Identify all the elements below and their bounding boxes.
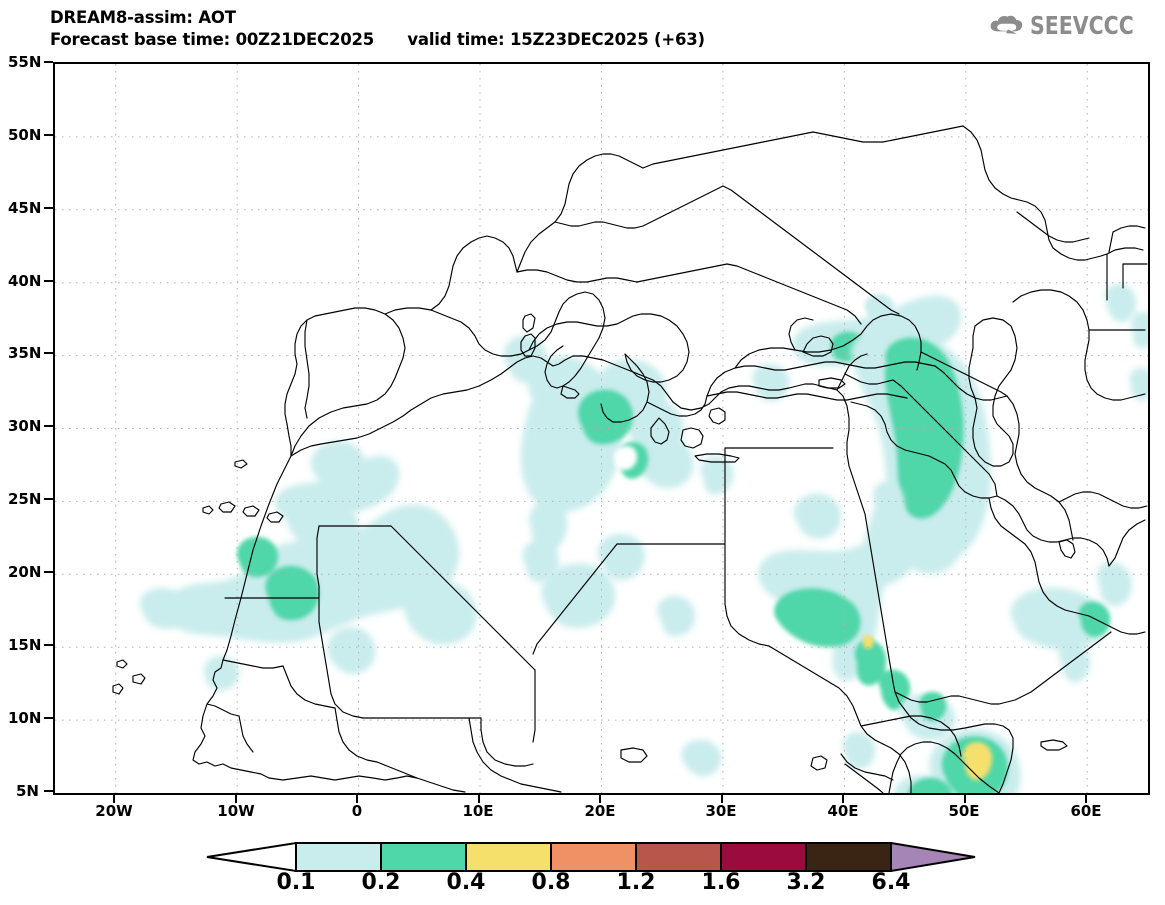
ytick-40N: 40N — [8, 272, 42, 290]
ytick-mark — [44, 425, 53, 427]
chart-header: DREAM8-assim: AOT Forecast base time: 00… — [50, 8, 950, 50]
xtick-60E: 60E — [1070, 802, 1102, 820]
xtick-20W: 20W — [95, 802, 133, 820]
xtick-mark — [599, 795, 601, 803]
ytick-20N: 20N — [8, 563, 42, 581]
ytick-mark — [44, 61, 53, 63]
map-plot-area[interactable] — [53, 62, 1150, 795]
ytick-mark — [44, 571, 53, 573]
logo-text: SEEVCCC — [1030, 10, 1135, 40]
ytick-10N: 10N — [8, 709, 42, 727]
xtick-mark — [721, 795, 723, 803]
ytick-30N: 30N — [8, 417, 42, 435]
colorbar-label-3: 0.8 — [531, 870, 571, 895]
ytick-5N: 5N — [16, 782, 39, 800]
colorbar-label-7: 6.4 — [871, 870, 911, 895]
colorbar-label-0: 0.1 — [276, 870, 316, 895]
xtick-mark — [478, 795, 480, 803]
map-coastlines — [112, 125, 1148, 793]
ytick-mark — [44, 352, 53, 354]
map-gridlines — [55, 64, 1148, 793]
ytick-50N: 50N — [8, 126, 42, 144]
ytick-35N: 35N — [8, 344, 42, 362]
seevccc-logo: SEEVCCC — [989, 4, 1157, 46]
xtick-30E: 30E — [705, 802, 737, 820]
xtick-mark — [1085, 795, 1087, 803]
model-title: DREAM8-assim: AOT — [50, 8, 236, 27]
xtick-20E: 20E — [584, 802, 616, 820]
xtick-mark — [235, 795, 237, 803]
colorbar-label-1: 0.2 — [361, 870, 401, 895]
xtick-mark — [842, 795, 844, 803]
aot-contour-fill — [139, 283, 1148, 793]
xtick-50E: 50E — [948, 802, 980, 820]
ytick-mark — [44, 207, 53, 209]
cloud-icon — [990, 15, 1023, 34]
forecast-time-line: Forecast base time: 00Z21DEC2025 valid t… — [50, 30, 705, 49]
ytick-mark — [44, 280, 53, 282]
ytick-mark — [44, 498, 53, 500]
xtick-40E: 40E — [827, 802, 859, 820]
colorbar-label-6: 3.2 — [786, 870, 826, 895]
ytick-15N: 15N — [8, 636, 42, 654]
colorbar-label-5: 1.6 — [701, 870, 741, 895]
xtick-0: 0 — [351, 802, 363, 820]
colorbar-swatches — [206, 841, 976, 873]
ytick-mark — [44, 717, 53, 719]
colorbar-label-2: 0.4 — [446, 870, 486, 895]
ytick-55N: 55N — [8, 53, 42, 71]
colorbar[interactable]: 0.1 0.2 0.4 0.8 1.2 1.6 3.2 6.4 — [0, 840, 1165, 902]
ytick-25N: 25N — [8, 490, 42, 508]
ytick-mark — [44, 644, 53, 646]
xtick-mark — [964, 795, 966, 803]
ytick-45N: 45N — [8, 199, 42, 217]
colorbar-label-4: 1.2 — [616, 870, 656, 895]
xtick-10E: 10E — [462, 802, 494, 820]
xtick-10W: 10W — [217, 802, 255, 820]
ytick-mark — [44, 790, 53, 792]
ytick-mark — [44, 134, 53, 136]
map-canvas — [55, 64, 1148, 793]
xtick-mark — [356, 795, 358, 803]
xtick-mark — [113, 795, 115, 803]
